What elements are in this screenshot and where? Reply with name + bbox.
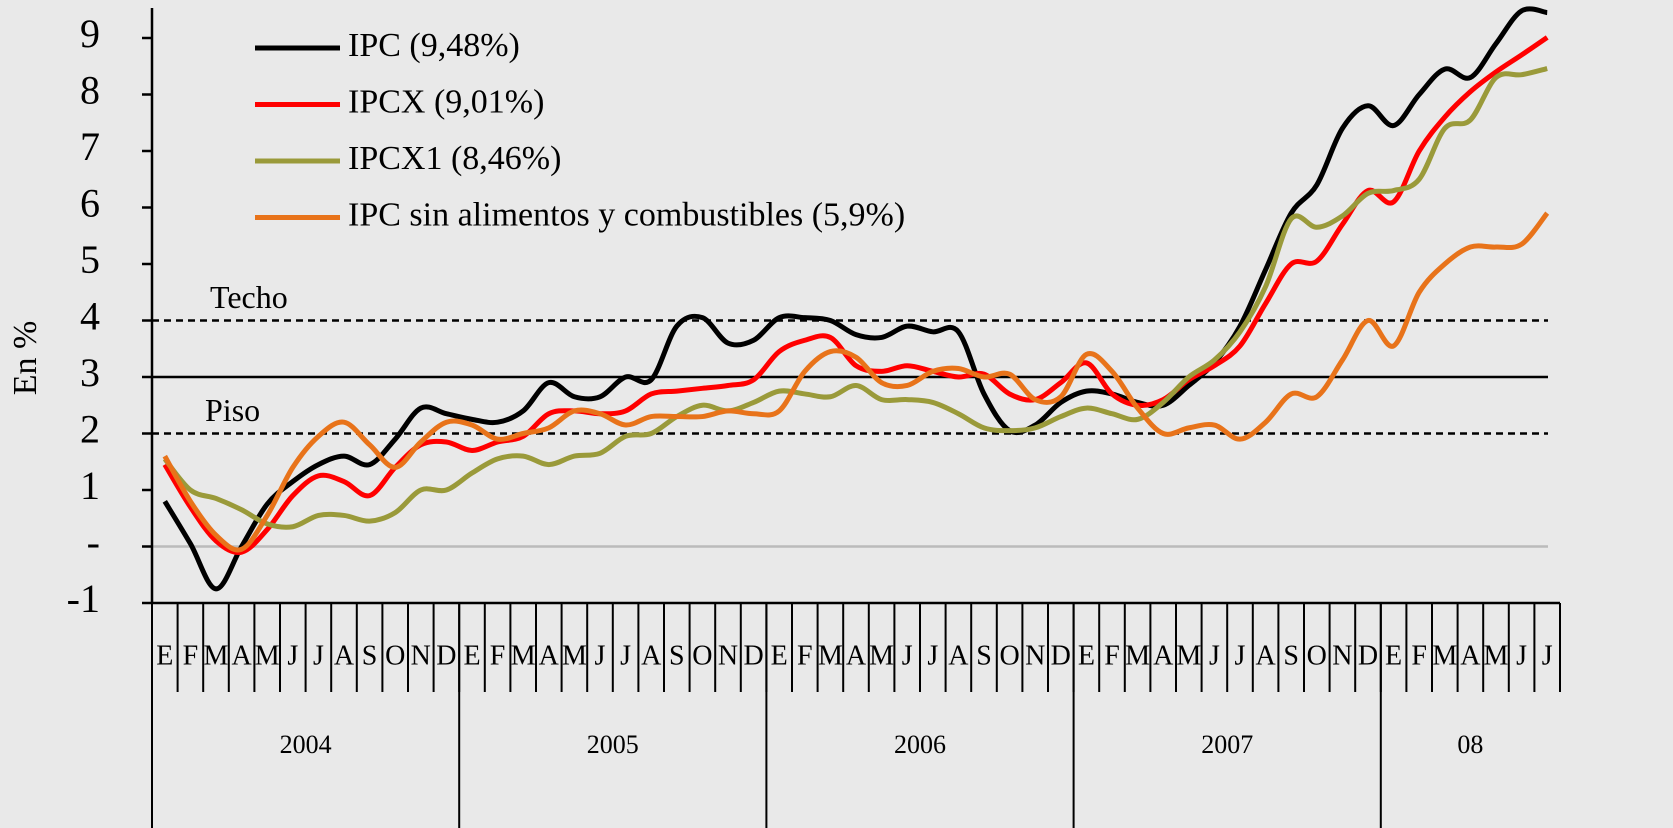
y-tick-label: 3 — [80, 350, 100, 395]
reference-label: Techo — [210, 279, 288, 315]
x-tick-label: S — [976, 640, 992, 671]
x-tick-label: F — [1104, 640, 1120, 671]
x-tick-label: M — [511, 640, 536, 671]
series-line — [162, 66, 1548, 530]
legend-label: IPC sin alimentos y combustibles (5,9%) — [348, 196, 905, 233]
x-tick-label: M — [818, 640, 843, 671]
x-tick-label: M — [1125, 640, 1150, 671]
x-tick-label: J — [287, 640, 298, 671]
y-tick-label: 7 — [80, 124, 100, 169]
x-tick-label: M — [204, 640, 229, 671]
year-label: 2005 — [587, 730, 639, 759]
x-tick-label: E — [1078, 640, 1095, 671]
x-tick-label: A — [641, 640, 662, 671]
x-tick-label: M — [1176, 640, 1201, 671]
x-tick-label: S — [669, 640, 685, 671]
y-tick-label: 9 — [80, 11, 100, 56]
x-tick-label: E — [156, 640, 173, 671]
x-tick-label: A — [1255, 640, 1276, 671]
x-tick-label: A — [539, 640, 560, 671]
legend-label: IPCX1 (8,46%) — [348, 140, 561, 177]
x-tick-label: A — [846, 640, 867, 671]
x-tick-label: F — [797, 640, 813, 671]
y-tick-label: 1 — [80, 463, 100, 508]
y-axis-label: En % — [7, 321, 44, 396]
year-label: 2004 — [280, 730, 332, 759]
x-tick-label: O — [385, 640, 405, 671]
x-tick-label: D — [1358, 640, 1378, 671]
x-tick-label: D — [743, 640, 763, 671]
x-tick-label: A — [1153, 640, 1174, 671]
x-tick-label: A — [1460, 640, 1481, 671]
x-tick-label: S — [1283, 640, 1299, 671]
y-tick-label: 8 — [80, 68, 100, 113]
x-tick-label: J — [595, 640, 606, 671]
x-tick-label: A — [334, 640, 355, 671]
reference-label: Piso — [205, 392, 260, 428]
series-line — [162, 211, 1550, 553]
x-tick-label: J — [927, 640, 938, 671]
x-tick-label: J — [902, 640, 913, 671]
y-tick-label: 6 — [80, 181, 100, 226]
x-tick-label: N — [1025, 640, 1045, 671]
y-tick-label: 4 — [80, 294, 100, 339]
x-tick-label: M — [562, 640, 587, 671]
series-line — [162, 6, 1548, 592]
x-tick-label: O — [999, 640, 1019, 671]
x-tick-label: M — [1484, 640, 1509, 671]
x-tick-label: E — [1385, 640, 1402, 671]
x-tick-label: J — [1235, 640, 1246, 671]
y-tick-label: 2 — [80, 407, 100, 452]
x-tick-label: D — [1051, 640, 1071, 671]
x-tick-label: J — [620, 640, 631, 671]
y-tick-label: - — [87, 520, 100, 565]
year-label: 08 — [1457, 730, 1483, 759]
x-tick-label: N — [1332, 640, 1352, 671]
x-tick-label: M — [869, 640, 894, 671]
x-tick-label: E — [771, 640, 788, 671]
x-tick-label: O — [692, 640, 712, 671]
x-tick-label: N — [718, 640, 738, 671]
legend-label: IPC (9,48%) — [348, 27, 520, 64]
x-tick-label: D — [436, 640, 456, 671]
x-tick-label: F — [1411, 640, 1427, 671]
x-tick-label: M — [1432, 640, 1457, 671]
x-tick-label: F — [183, 640, 199, 671]
x-tick-label: J — [1516, 640, 1527, 671]
x-tick-label: O — [1307, 640, 1327, 671]
x-tick-label: A — [948, 640, 969, 671]
legend-label: IPCX (9,01%) — [348, 83, 544, 120]
x-tick-label: E — [463, 640, 480, 671]
x-tick-label: J — [1209, 640, 1220, 671]
x-tick-label: J — [313, 640, 324, 671]
x-tick-label: S — [362, 640, 378, 671]
year-label: 2006 — [894, 730, 946, 759]
y-tick-label: -1 — [67, 576, 100, 621]
x-tick-label: A — [231, 640, 252, 671]
x-tick-label: M — [255, 640, 280, 671]
x-tick-label: N — [411, 640, 431, 671]
year-label: 2007 — [1201, 730, 1253, 759]
y-tick-label: 5 — [80, 237, 100, 282]
x-tick-label: F — [490, 640, 506, 671]
x-tick-label: J — [1542, 640, 1553, 671]
